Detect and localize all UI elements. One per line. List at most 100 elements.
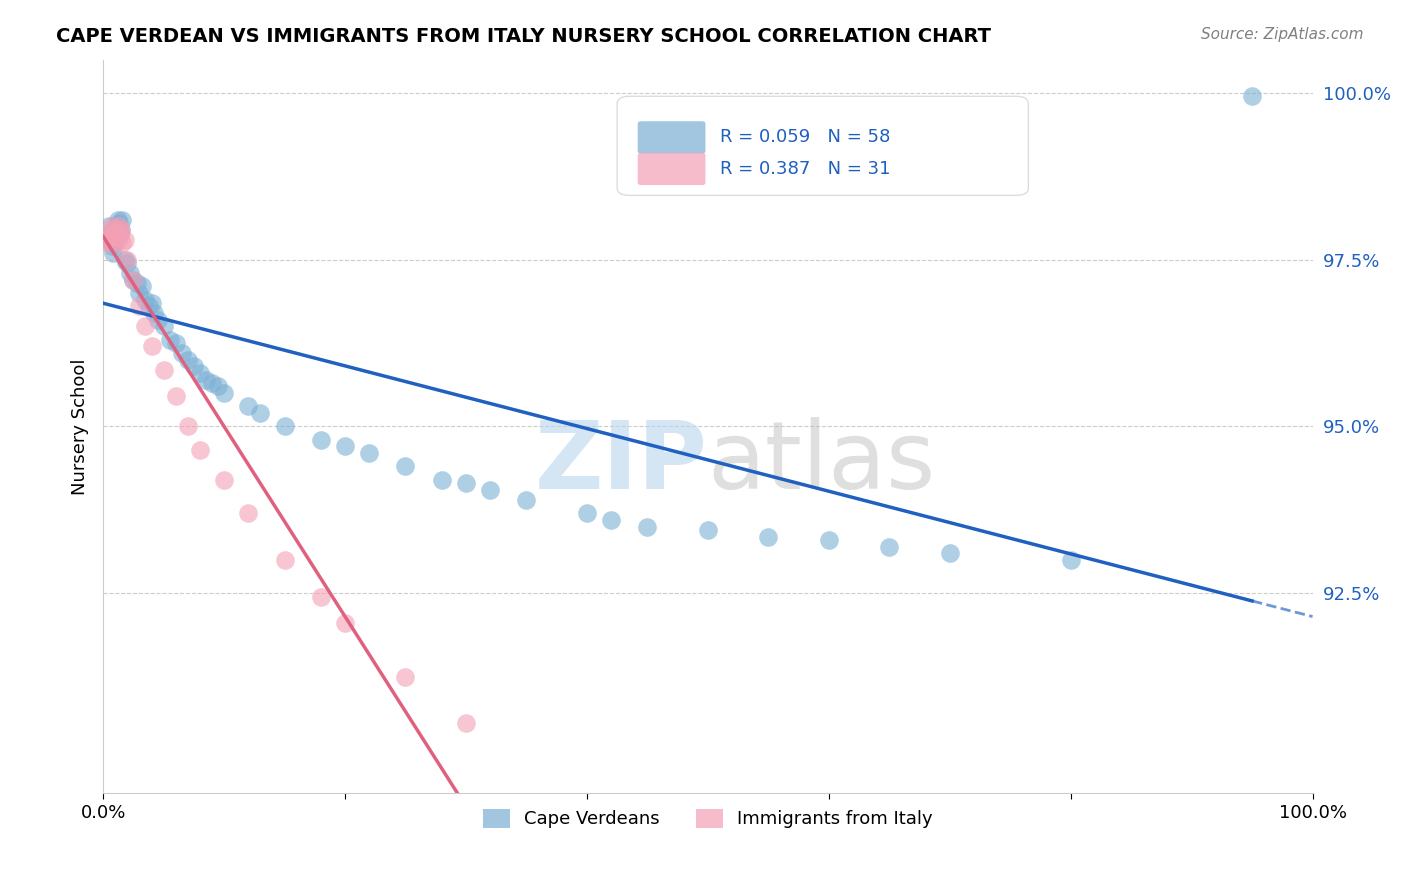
Point bbox=[600, 513, 623, 527]
Point bbox=[238, 506, 260, 520]
Text: Source: ZipAtlas.com: Source: ZipAtlas.com bbox=[1201, 27, 1364, 42]
Point bbox=[273, 553, 295, 567]
Text: R = 0.059   N = 58: R = 0.059 N = 58 bbox=[720, 128, 890, 146]
Text: atlas: atlas bbox=[707, 417, 936, 509]
Point bbox=[134, 319, 156, 334]
Point bbox=[575, 506, 598, 520]
Point bbox=[108, 226, 131, 240]
Point bbox=[454, 476, 477, 491]
Point bbox=[128, 286, 150, 301]
Point bbox=[165, 389, 187, 403]
Point bbox=[177, 419, 200, 434]
Point bbox=[122, 273, 145, 287]
Point bbox=[122, 273, 145, 287]
FancyBboxPatch shape bbox=[617, 96, 1028, 195]
Point bbox=[94, 233, 117, 247]
Point bbox=[817, 533, 839, 547]
Point bbox=[128, 300, 150, 314]
Point bbox=[696, 523, 718, 537]
Point bbox=[430, 473, 453, 487]
Point bbox=[105, 219, 128, 234]
Point bbox=[111, 235, 134, 250]
Point bbox=[103, 235, 125, 250]
Point bbox=[125, 276, 148, 290]
Point bbox=[636, 519, 658, 533]
Point bbox=[333, 616, 356, 631]
FancyBboxPatch shape bbox=[638, 121, 706, 153]
Point bbox=[1241, 89, 1264, 103]
Point bbox=[108, 216, 131, 230]
Point bbox=[141, 296, 163, 310]
Point bbox=[170, 346, 193, 360]
Text: R = 0.387   N = 31: R = 0.387 N = 31 bbox=[720, 160, 890, 178]
Point bbox=[188, 366, 211, 380]
Point bbox=[359, 446, 381, 460]
Text: CAPE VERDEAN VS IMMIGRANTS FROM ITALY NURSERY SCHOOL CORRELATION CHART: CAPE VERDEAN VS IMMIGRANTS FROM ITALY NU… bbox=[56, 27, 991, 45]
Point bbox=[159, 333, 181, 347]
Y-axis label: Nursery School: Nursery School bbox=[72, 359, 89, 495]
Point bbox=[103, 226, 125, 240]
Point bbox=[118, 266, 141, 280]
Point bbox=[111, 212, 134, 227]
Point bbox=[98, 219, 121, 234]
Point bbox=[138, 300, 160, 314]
Point bbox=[333, 440, 356, 454]
Point bbox=[454, 716, 477, 731]
Point bbox=[212, 473, 235, 487]
Point bbox=[877, 540, 900, 554]
Point bbox=[100, 239, 122, 253]
Point bbox=[101, 246, 124, 260]
Point bbox=[207, 379, 229, 393]
Point bbox=[110, 223, 132, 237]
Point bbox=[152, 363, 174, 377]
Text: ZIP: ZIP bbox=[534, 417, 707, 509]
Point bbox=[100, 223, 122, 237]
Point bbox=[212, 386, 235, 401]
Point bbox=[141, 339, 163, 353]
Point bbox=[97, 233, 120, 247]
Point bbox=[107, 212, 129, 227]
Point bbox=[201, 376, 224, 391]
Legend: Cape Verdeans, Immigrants from Italy: Cape Verdeans, Immigrants from Italy bbox=[475, 802, 941, 836]
Point bbox=[110, 223, 132, 237]
Point bbox=[108, 229, 131, 244]
Point bbox=[238, 400, 260, 414]
Point bbox=[98, 229, 121, 244]
Point bbox=[249, 406, 271, 420]
Point bbox=[194, 373, 217, 387]
Point bbox=[117, 252, 139, 267]
Point bbox=[177, 352, 200, 367]
Point bbox=[756, 529, 779, 543]
Point bbox=[394, 670, 416, 684]
Point bbox=[100, 226, 122, 240]
Point bbox=[104, 229, 127, 244]
Point bbox=[188, 442, 211, 457]
Point bbox=[273, 419, 295, 434]
Point bbox=[165, 336, 187, 351]
FancyBboxPatch shape bbox=[638, 153, 706, 185]
Point bbox=[108, 219, 131, 234]
Point bbox=[114, 233, 136, 247]
Point bbox=[107, 223, 129, 237]
Point bbox=[104, 226, 127, 240]
Point bbox=[309, 590, 332, 604]
Point bbox=[101, 229, 124, 244]
Point bbox=[134, 293, 156, 307]
Point bbox=[100, 219, 122, 234]
Point bbox=[1060, 553, 1083, 567]
Point bbox=[117, 256, 139, 270]
Point bbox=[309, 433, 332, 447]
Point bbox=[146, 312, 169, 326]
Point bbox=[183, 359, 205, 374]
Point bbox=[105, 235, 128, 250]
Point bbox=[114, 252, 136, 267]
Point bbox=[94, 229, 117, 244]
Point bbox=[515, 492, 537, 507]
Point bbox=[97, 235, 120, 250]
Point bbox=[938, 546, 960, 560]
Point bbox=[152, 319, 174, 334]
Point bbox=[479, 483, 502, 497]
Point bbox=[131, 279, 153, 293]
Point bbox=[142, 306, 165, 320]
Point bbox=[394, 459, 416, 474]
